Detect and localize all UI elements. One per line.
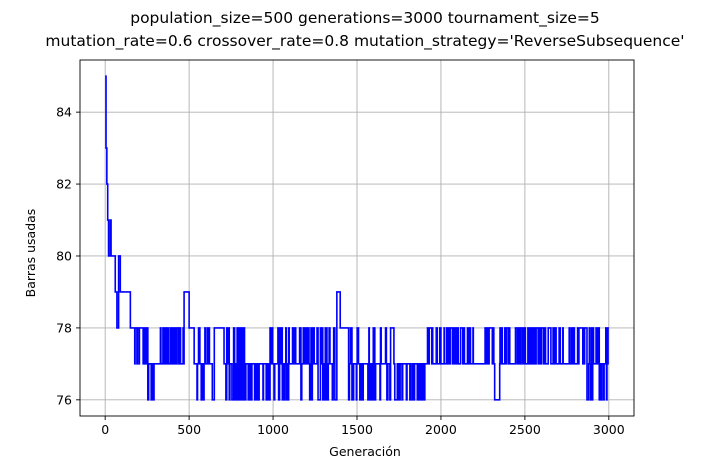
- series-line: [105, 75, 609, 401]
- y-axis-ticks: 76 78 80 82 84: [56, 105, 80, 407]
- y-tick-label: 82: [56, 177, 72, 192]
- y-axis-label: Barras usadas: [23, 209, 38, 298]
- x-tick-label: 2000: [425, 422, 457, 437]
- x-tick-label: 3000: [593, 422, 625, 437]
- chart-title: population_size=500 generations=3000 tou…: [45, 9, 684, 51]
- x-tick-label: 500: [177, 422, 201, 437]
- x-axis-label: Generación: [329, 444, 401, 459]
- x-tick-label: 1000: [257, 422, 289, 437]
- y-tick-label: 78: [56, 320, 72, 335]
- x-tick-label: 0: [101, 422, 109, 437]
- x-tick-label: 1500: [341, 422, 373, 437]
- x-axis-ticks: 0 500 1000 1500 2000 2500 3000: [101, 416, 625, 437]
- series-line-path: [105, 75, 609, 401]
- y-tick-label: 84: [56, 105, 72, 120]
- x-tick-label: 2500: [509, 422, 541, 437]
- chart-title-line-1: population_size=500 generations=3000 tou…: [130, 9, 600, 28]
- chart-title-line-2: mutation_rate=0.6 crossover_rate=0.8 mut…: [45, 32, 684, 51]
- y-tick-label: 80: [56, 248, 72, 263]
- y-tick-label: 76: [56, 392, 72, 407]
